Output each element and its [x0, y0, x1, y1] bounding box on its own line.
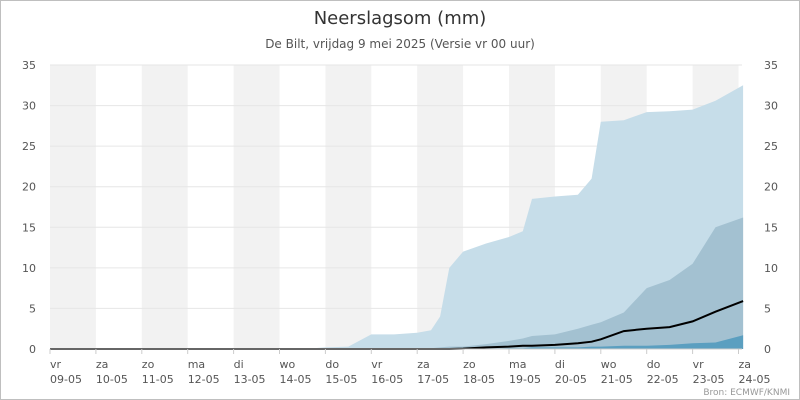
x-tick-day: di	[234, 358, 244, 371]
series-area	[50, 217, 744, 349]
x-tick-date: 18-05	[463, 373, 495, 386]
y-tick-label: 10	[764, 262, 778, 275]
x-tick-date: 17-05	[417, 373, 449, 386]
x-tick-day: za	[739, 358, 752, 371]
x-tick-date: 11-05	[142, 373, 174, 386]
day-band	[50, 65, 96, 349]
y-tick-label: 20	[764, 181, 778, 194]
x-tick-day: vr	[371, 358, 383, 371]
x-tick-date: 22-05	[647, 373, 679, 386]
series-area	[50, 335, 744, 349]
chart-title: Neerslagsom (mm)	[314, 8, 487, 29]
x-tick-date: 16-05	[371, 373, 403, 386]
y-tick-label: 5	[29, 302, 36, 315]
y-tick-label: 20	[22, 181, 36, 194]
x-tick-day: di	[555, 358, 565, 371]
x-tick-date: 13-05	[234, 373, 266, 386]
x-tick-date: 12-05	[188, 373, 220, 386]
y-tick-label: 15	[764, 221, 778, 234]
x-tick-day: vr	[50, 358, 62, 371]
x-tick-date: 23-05	[693, 373, 725, 386]
y-tick-label: 25	[22, 140, 36, 153]
y-tick-label: 10	[22, 262, 36, 275]
y-tick-label: 0	[29, 343, 36, 356]
x-tick-date: 10-05	[96, 373, 128, 386]
day-band	[325, 65, 372, 349]
series-area	[50, 85, 744, 350]
x-tick-day: za	[96, 358, 109, 371]
y-tick-label: 5	[764, 302, 771, 315]
x-tick-day: ma	[509, 358, 526, 371]
y-tick-label: 0	[764, 343, 771, 356]
x-tick-date: 19-05	[509, 373, 541, 386]
y-tick-label: 30	[764, 100, 778, 113]
y-axis-left: 0 5 10 15 20 25 30 35	[22, 59, 36, 356]
x-tick-date: 15-05	[325, 373, 357, 386]
x-tick-day: do	[325, 358, 339, 371]
y-tick-label: 15	[22, 221, 36, 234]
x-tick-day: zo	[463, 358, 476, 371]
x-tick-date: 21-05	[601, 373, 633, 386]
x-tick-day: ma	[188, 358, 205, 371]
y-axis-right: 0 5 10 15 20 25 30 35	[764, 59, 778, 356]
x-tick-day: za	[417, 358, 430, 371]
x-tick-day: zo	[142, 358, 155, 371]
x-tick-date: 24-05	[739, 373, 771, 386]
x-tick-day: vr	[693, 358, 705, 371]
y-tick-label: 35	[764, 59, 778, 72]
day-band	[233, 65, 280, 349]
y-tick-label: 35	[22, 59, 36, 72]
x-tick-date: 14-05	[280, 373, 312, 386]
x-tick-date: 09-05	[50, 373, 82, 386]
chart-subtitle: De Bilt, vrijdag 9 mei 2025 (Versie vr 0…	[265, 37, 535, 51]
day-band	[141, 65, 188, 349]
y-tick-label: 25	[764, 140, 778, 153]
y-tick-label: 30	[22, 100, 36, 113]
x-tick-day: do	[647, 358, 661, 371]
x-tick-day: wo	[601, 358, 617, 371]
x-axis: vr 09-05 za 10-05 zo 11-05 ma 12-05 di 13-05 wo 14-…	[49, 348, 771, 386]
x-tick-date: 20-05	[555, 373, 587, 386]
x-tick-day: wo	[280, 358, 296, 371]
chart-credit: Bron: ECMWF/KNMI	[703, 388, 790, 398]
